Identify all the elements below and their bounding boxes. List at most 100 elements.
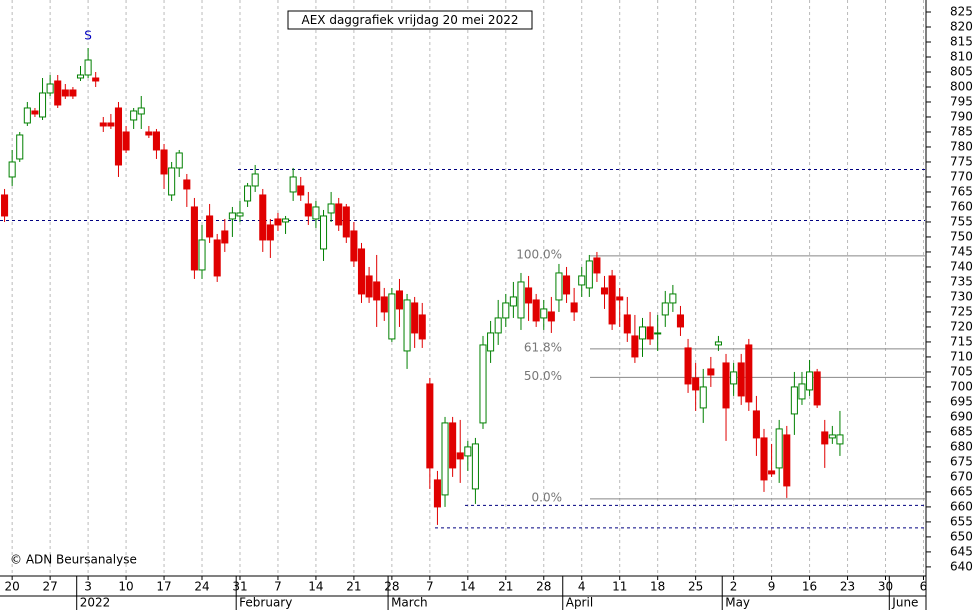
candle-body bbox=[183, 179, 191, 190]
candle-body bbox=[578, 275, 586, 286]
candle-body bbox=[471, 443, 479, 490]
candle-body bbox=[730, 371, 738, 385]
y-tick-label: 710 bbox=[950, 349, 973, 363]
candle-body bbox=[669, 293, 677, 304]
y-tick-label: 815 bbox=[950, 34, 973, 48]
y-tick-label: 685 bbox=[950, 424, 973, 438]
candle-body bbox=[654, 332, 662, 335]
candle-body bbox=[449, 422, 457, 469]
candle-body bbox=[411, 302, 419, 334]
candle-body bbox=[456, 452, 464, 460]
candle-body bbox=[282, 218, 290, 223]
candle-body bbox=[600, 287, 609, 295]
candle-body bbox=[395, 290, 404, 310]
candle-body bbox=[122, 131, 130, 151]
candle-body bbox=[152, 131, 160, 151]
y-tick-label: 660 bbox=[950, 499, 973, 513]
x-tick-label: 20 bbox=[5, 580, 20, 594]
y-tick-label: 755 bbox=[950, 214, 973, 228]
candle-body bbox=[365, 275, 373, 298]
candle-body bbox=[130, 110, 138, 121]
candle-body bbox=[160, 149, 168, 175]
candle-body bbox=[175, 152, 183, 169]
candle-body bbox=[380, 296, 388, 313]
y-tick-label: 665 bbox=[950, 484, 973, 498]
x-tick-label: 31 bbox=[232, 580, 247, 594]
x-tick-label: 4 bbox=[578, 580, 586, 594]
x-tick-label: 11 bbox=[612, 580, 627, 594]
y-tick-label: 750 bbox=[950, 229, 973, 243]
y-tick-label: 740 bbox=[950, 259, 973, 273]
candle-body bbox=[190, 206, 198, 271]
y-tick-label: 730 bbox=[950, 289, 973, 303]
candle-body bbox=[441, 422, 449, 496]
y-tick-label: 800 bbox=[950, 79, 973, 93]
candle-body bbox=[699, 386, 707, 409]
candle-body bbox=[38, 92, 47, 118]
signal-label: S bbox=[84, 28, 92, 42]
candle-body bbox=[760, 437, 768, 481]
y-tick-label: 705 bbox=[950, 364, 973, 378]
x-tick-label: 7 bbox=[274, 580, 282, 594]
candle-body bbox=[752, 410, 760, 439]
candle-body bbox=[357, 248, 366, 295]
candle-body bbox=[69, 89, 77, 97]
candle-body bbox=[547, 311, 555, 322]
candle-body bbox=[631, 335, 639, 358]
x-tick-label: 23 bbox=[840, 580, 855, 594]
fib-label: 61.8% bbox=[524, 340, 562, 354]
copyright: © ADN Beursanalyse bbox=[10, 553, 137, 567]
candle-body bbox=[661, 302, 669, 316]
candle-body bbox=[494, 317, 502, 334]
candle-body bbox=[517, 281, 525, 319]
candle-body bbox=[638, 326, 647, 340]
candle-body bbox=[221, 230, 229, 244]
candle-body bbox=[570, 302, 578, 313]
candle-body bbox=[228, 212, 236, 220]
x-tick-label: 30 bbox=[878, 580, 893, 594]
candle-body bbox=[327, 203, 335, 214]
candle-body bbox=[676, 314, 684, 328]
month-label: April bbox=[566, 596, 593, 610]
candle-body bbox=[16, 134, 24, 160]
y-tick-label: 680 bbox=[950, 439, 973, 453]
candle-body bbox=[684, 347, 692, 385]
candle-body bbox=[46, 83, 54, 94]
candle-body bbox=[1, 194, 9, 217]
y-tick-label: 760 bbox=[950, 199, 973, 213]
candle-body bbox=[509, 296, 517, 307]
x-tick-label: 10 bbox=[118, 580, 133, 594]
month-label: 2022 bbox=[80, 596, 111, 610]
candle-body bbox=[319, 215, 328, 250]
candle-body bbox=[722, 362, 730, 409]
y-tick-label: 650 bbox=[950, 529, 973, 543]
plot bbox=[1, 47, 844, 525]
y-tick-label: 700 bbox=[950, 379, 973, 393]
candle-body bbox=[403, 299, 411, 352]
candle-body bbox=[84, 59, 92, 76]
y-tick-label: 795 bbox=[950, 94, 973, 108]
x-tick-label: 28 bbox=[536, 580, 551, 594]
y-tick-label: 715 bbox=[950, 334, 973, 348]
y-tick-label: 695 bbox=[950, 394, 973, 408]
candle-body bbox=[783, 434, 791, 487]
x-tick-label: 14 bbox=[460, 580, 475, 594]
candle-body bbox=[23, 107, 31, 124]
y-tick-label: 690 bbox=[950, 409, 973, 423]
y-tick-label: 640 bbox=[950, 559, 973, 573]
x-tick-label: 16 bbox=[802, 580, 817, 594]
candle-body bbox=[790, 386, 798, 415]
candle-body bbox=[692, 377, 700, 391]
candle-body bbox=[479, 344, 487, 424]
candle-body bbox=[563, 275, 571, 295]
candle-body bbox=[297, 185, 305, 196]
candle-body bbox=[616, 296, 624, 301]
y-tick-label: 775 bbox=[950, 154, 973, 168]
x-tick-label: 24 bbox=[194, 580, 209, 594]
y-tick-label: 820 bbox=[950, 19, 973, 33]
y-tick-label: 770 bbox=[950, 169, 973, 183]
candle-body bbox=[646, 326, 654, 340]
candle-body bbox=[312, 206, 320, 220]
y-tick-label: 780 bbox=[950, 139, 973, 153]
y-tick-label: 655 bbox=[950, 514, 973, 528]
